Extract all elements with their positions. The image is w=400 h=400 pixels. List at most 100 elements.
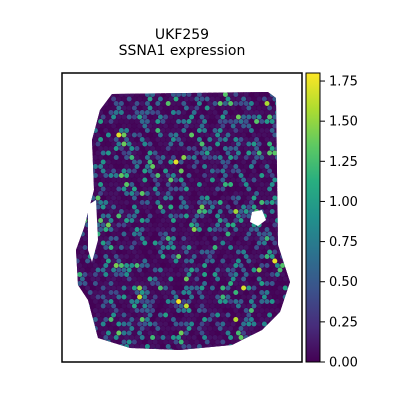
spot <box>163 339 169 345</box>
spot <box>217 146 223 151</box>
spot <box>238 218 244 223</box>
spot <box>79 240 85 246</box>
spot <box>170 245 176 250</box>
spot <box>207 308 213 313</box>
spot <box>181 101 187 106</box>
spot <box>267 231 273 237</box>
spot <box>186 308 192 313</box>
spot <box>212 236 218 241</box>
spot <box>259 128 265 133</box>
spot <box>142 303 148 309</box>
spot <box>98 155 104 160</box>
spot <box>264 191 270 196</box>
spot <box>163 294 169 300</box>
spot <box>139 290 145 295</box>
spot <box>144 344 150 349</box>
spot <box>238 326 244 331</box>
spot <box>186 317 192 322</box>
spot <box>157 330 163 336</box>
spot <box>228 326 234 331</box>
spot <box>157 231 163 237</box>
spot <box>199 267 205 273</box>
spot <box>183 249 189 255</box>
spot <box>259 290 265 295</box>
spot <box>113 227 119 232</box>
spot <box>124 272 130 277</box>
spot <box>155 299 161 304</box>
spot <box>168 294 174 300</box>
spot <box>163 204 169 210</box>
spot <box>144 155 150 160</box>
spot <box>209 114 215 120</box>
spot <box>105 231 111 237</box>
spot <box>113 308 119 313</box>
spot <box>170 137 176 142</box>
spot <box>243 245 249 250</box>
spot <box>108 164 114 169</box>
spot <box>225 258 231 264</box>
spot <box>95 132 101 138</box>
spot <box>228 263 234 268</box>
chart-title-line1: UKF259 <box>155 27 209 43</box>
spot <box>170 191 176 196</box>
spot <box>168 114 174 120</box>
spot <box>170 308 176 313</box>
spot <box>256 321 262 327</box>
spot <box>170 299 176 304</box>
spot <box>196 299 202 304</box>
spot <box>199 132 205 138</box>
spot <box>118 263 124 268</box>
spot <box>173 114 179 120</box>
spot <box>144 164 150 169</box>
spot <box>189 177 195 183</box>
spot <box>233 209 239 214</box>
spot <box>191 254 197 259</box>
spot <box>126 240 132 246</box>
spot <box>113 281 119 286</box>
spot <box>113 272 119 277</box>
spot <box>217 290 223 295</box>
spot <box>150 110 156 115</box>
spot <box>196 263 202 268</box>
spot <box>212 182 218 187</box>
spot <box>124 137 130 142</box>
spot <box>103 173 109 178</box>
spot <box>199 213 205 219</box>
spot <box>204 303 210 309</box>
spot <box>194 285 200 291</box>
spot <box>220 285 226 291</box>
spot <box>116 213 122 219</box>
spot <box>105 213 111 219</box>
spot <box>173 168 179 174</box>
spot <box>230 321 236 327</box>
spot <box>222 290 228 295</box>
spot <box>173 249 179 255</box>
spot <box>98 209 104 214</box>
spot <box>129 263 135 268</box>
spot <box>165 200 171 205</box>
spot <box>134 281 140 286</box>
spot <box>256 303 262 309</box>
spot <box>100 285 106 291</box>
spot <box>207 209 213 214</box>
spot <box>116 114 122 120</box>
spot <box>111 330 117 336</box>
spot <box>194 303 200 309</box>
spot <box>124 119 130 124</box>
spot <box>202 218 208 223</box>
spot <box>165 335 171 340</box>
spot <box>243 317 249 322</box>
spot <box>191 245 197 250</box>
spot <box>204 276 210 282</box>
spot <box>155 137 161 142</box>
spot <box>126 150 132 156</box>
spot <box>150 155 156 160</box>
spot <box>142 204 148 210</box>
spot <box>196 290 202 295</box>
spot <box>87 272 93 277</box>
spot <box>134 227 140 232</box>
spot <box>163 258 169 264</box>
spot <box>103 236 109 241</box>
spot <box>248 299 254 304</box>
spot <box>181 290 187 295</box>
